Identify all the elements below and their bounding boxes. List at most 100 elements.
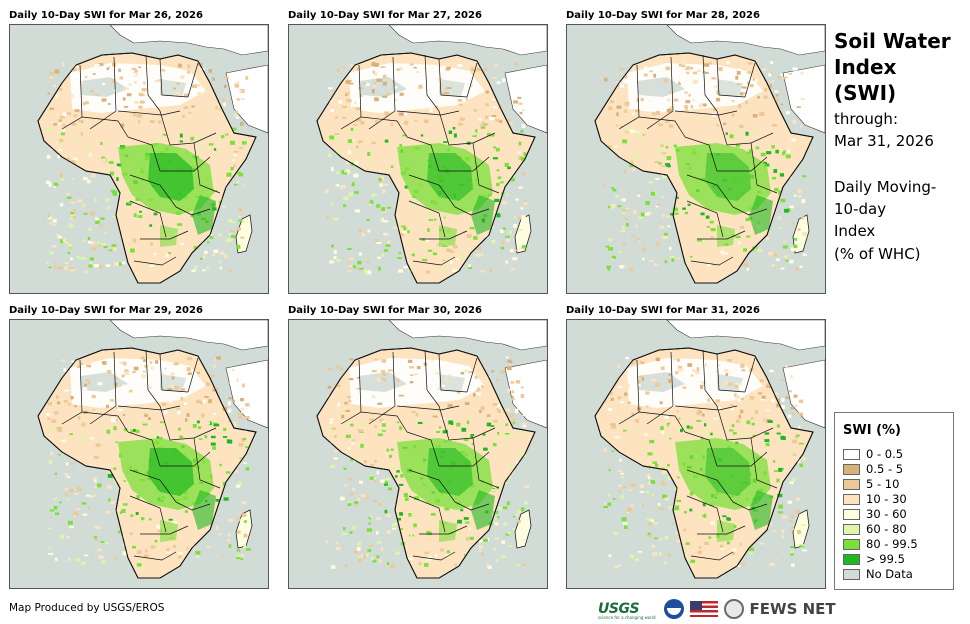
swi-pixel xyxy=(351,182,355,187)
swi-pixel xyxy=(629,504,634,507)
swi-pixel xyxy=(144,365,148,368)
swi-pixel xyxy=(421,238,425,241)
swi-pixel xyxy=(62,112,67,116)
swi-pixel xyxy=(94,198,97,202)
swi-map xyxy=(9,24,269,294)
swi-map xyxy=(9,319,269,589)
swi-pixel xyxy=(748,552,754,555)
swi-pixel xyxy=(614,565,619,568)
swi-pixel xyxy=(223,497,229,501)
swi-pixel xyxy=(708,536,712,539)
swi-pixel xyxy=(750,417,754,420)
swi-pixel xyxy=(356,387,362,390)
swi-pixel xyxy=(236,227,242,231)
swi-pixel xyxy=(780,267,785,270)
swi-pixel xyxy=(157,550,160,552)
swi-pixel xyxy=(659,401,663,405)
swi-pixel xyxy=(795,267,799,271)
swi-pixel xyxy=(644,212,650,216)
swi-pixel xyxy=(653,522,659,525)
swi-pixel xyxy=(496,169,500,172)
swi-pixel xyxy=(726,61,730,64)
swi-pixel xyxy=(496,81,501,84)
swi-pixel xyxy=(706,557,711,561)
swi-pixel xyxy=(739,226,744,229)
swi-pixel xyxy=(117,140,123,143)
swi-pixel xyxy=(635,224,638,228)
swi-pixel xyxy=(88,228,93,231)
swi-pixel xyxy=(613,145,618,149)
swi-pixel xyxy=(519,434,522,438)
swi-pixel xyxy=(94,485,100,489)
swi-pixel xyxy=(662,235,668,240)
swi-pixel xyxy=(98,244,104,247)
madagascar-landmass xyxy=(235,214,253,254)
swi-pixel xyxy=(211,253,216,256)
usgs-label: USGS xyxy=(598,601,640,617)
swi-pixel xyxy=(497,409,501,414)
swi-pixel xyxy=(757,96,761,99)
swi-pixel xyxy=(448,420,453,425)
swi-pixel xyxy=(49,116,53,120)
swi-pixel xyxy=(149,386,152,390)
swi-pixel xyxy=(176,82,180,85)
swi-pixel xyxy=(771,264,775,268)
swi-pixel xyxy=(398,483,404,486)
swi-pixel xyxy=(776,424,780,428)
swi-pixel xyxy=(162,373,165,377)
swi-pixel xyxy=(142,423,148,426)
swi-pixel xyxy=(712,436,718,441)
swi-pixel xyxy=(99,265,103,270)
swi-pixel xyxy=(780,379,784,381)
swi-pixel xyxy=(76,508,80,511)
swi-pixel xyxy=(744,527,748,530)
swi-pixel xyxy=(240,554,245,557)
swi-pixel xyxy=(407,230,410,234)
country-border xyxy=(750,437,778,489)
swi-pixel xyxy=(397,517,402,521)
swi-pixel xyxy=(392,527,397,530)
swi-pixel xyxy=(409,381,414,384)
swi-pixel xyxy=(138,119,141,124)
country-border xyxy=(81,116,129,138)
swi-pixel xyxy=(656,110,661,115)
swi-pixel xyxy=(141,374,146,378)
swi-pixel xyxy=(670,148,676,153)
swi-pixel xyxy=(376,377,381,382)
swi-pixel xyxy=(489,448,494,453)
swi-pixel xyxy=(492,403,498,406)
swi-pixel xyxy=(769,562,775,567)
swi-pixel xyxy=(505,235,510,238)
swi-pixel xyxy=(399,67,403,71)
swi-pixel xyxy=(785,396,789,399)
country-border xyxy=(439,156,490,172)
swi-pixel xyxy=(625,357,629,360)
swi-pixel xyxy=(796,106,801,108)
swi-pixel xyxy=(58,453,61,456)
swi-pixel xyxy=(380,479,385,483)
swi-pixel xyxy=(411,253,415,257)
swi-pixel xyxy=(769,432,773,435)
swi-pixel xyxy=(783,240,786,243)
swi-pixel xyxy=(677,424,681,428)
swi-pixel xyxy=(680,428,684,433)
swi-pixel xyxy=(347,503,352,506)
swi-pixel xyxy=(396,470,400,473)
swi-pixel xyxy=(747,62,753,65)
swi-pixel xyxy=(383,126,387,130)
no-data-patch xyxy=(160,374,186,392)
swi-pixel xyxy=(98,63,104,66)
country-border xyxy=(716,405,752,441)
swi-pixel xyxy=(462,231,466,233)
country-border xyxy=(690,256,734,266)
swi-pixel xyxy=(608,238,612,242)
swi-pixel xyxy=(469,536,474,540)
swi-pixel xyxy=(518,228,523,231)
swi-pixel xyxy=(381,207,385,212)
swi-pixel xyxy=(399,232,405,237)
swi-pixel xyxy=(194,265,198,270)
swi-pixel xyxy=(607,145,613,148)
swi-pixel xyxy=(49,107,55,110)
swi-pixel xyxy=(697,69,701,72)
swi-pixel xyxy=(668,373,672,376)
